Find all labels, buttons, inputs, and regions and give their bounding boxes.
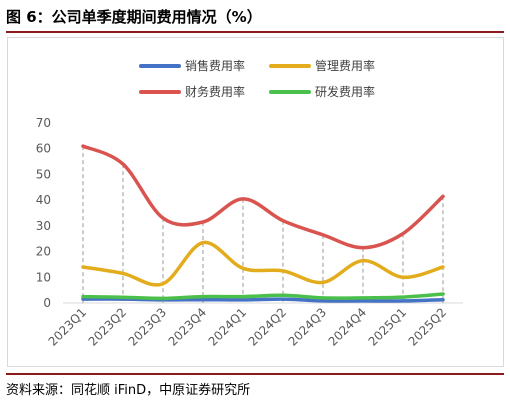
legend-label-2: 管理费用率	[315, 58, 375, 73]
source-divider	[6, 373, 504, 375]
y-tick-label: 30	[36, 219, 51, 233]
series-line-2	[81, 240, 445, 287]
legend-label-4: 研发费用率	[315, 84, 375, 99]
y-tick-label: 60	[36, 142, 51, 156]
title-divider	[6, 31, 504, 33]
x-tick-label: 2025Q1	[366, 305, 410, 349]
y-tick-label: 70	[36, 116, 51, 130]
x-tick-label: 2023Q3	[126, 305, 170, 349]
x-tick-label: 2023Q2	[86, 305, 130, 349]
x-tick-label: 2024Q4	[326, 305, 370, 349]
y-tick-label: 20	[36, 245, 51, 259]
x-tick-label: 2024Q3	[286, 305, 330, 349]
x-tick-label: 2023Q1	[46, 305, 90, 349]
x-tick-label: 2024Q1	[206, 305, 250, 349]
y-tick-label: 40	[36, 193, 51, 207]
line-chart: 0102030405060702023Q12023Q22023Q32023Q42…	[36, 58, 463, 349]
legend-label-3: 财务费用率	[185, 84, 245, 99]
x-tick-label: 2024Q2	[246, 305, 290, 349]
source-note: 资料来源：同花顺 iFinD，中原证券研究所	[6, 383, 251, 398]
figure-title: 图 6：公司单季度期间费用情况（%）	[6, 8, 262, 26]
y-tick-label: 0	[43, 296, 51, 310]
x-tick-label: 2025Q2	[406, 305, 450, 349]
legend-label-1: 销售费用率	[185, 58, 245, 73]
chart-area: 0 10 20 30 40 50 60 70 2023Q1 2023Q2 2023Q3 2023Q4 2…	[7, 37, 504, 367]
y-tick-label: 50	[36, 167, 51, 181]
series-line-3	[81, 144, 445, 250]
series-line-4	[81, 292, 445, 301]
y-tick-label: 10	[36, 270, 51, 284]
x-tick-label: 2023Q4	[166, 305, 210, 349]
